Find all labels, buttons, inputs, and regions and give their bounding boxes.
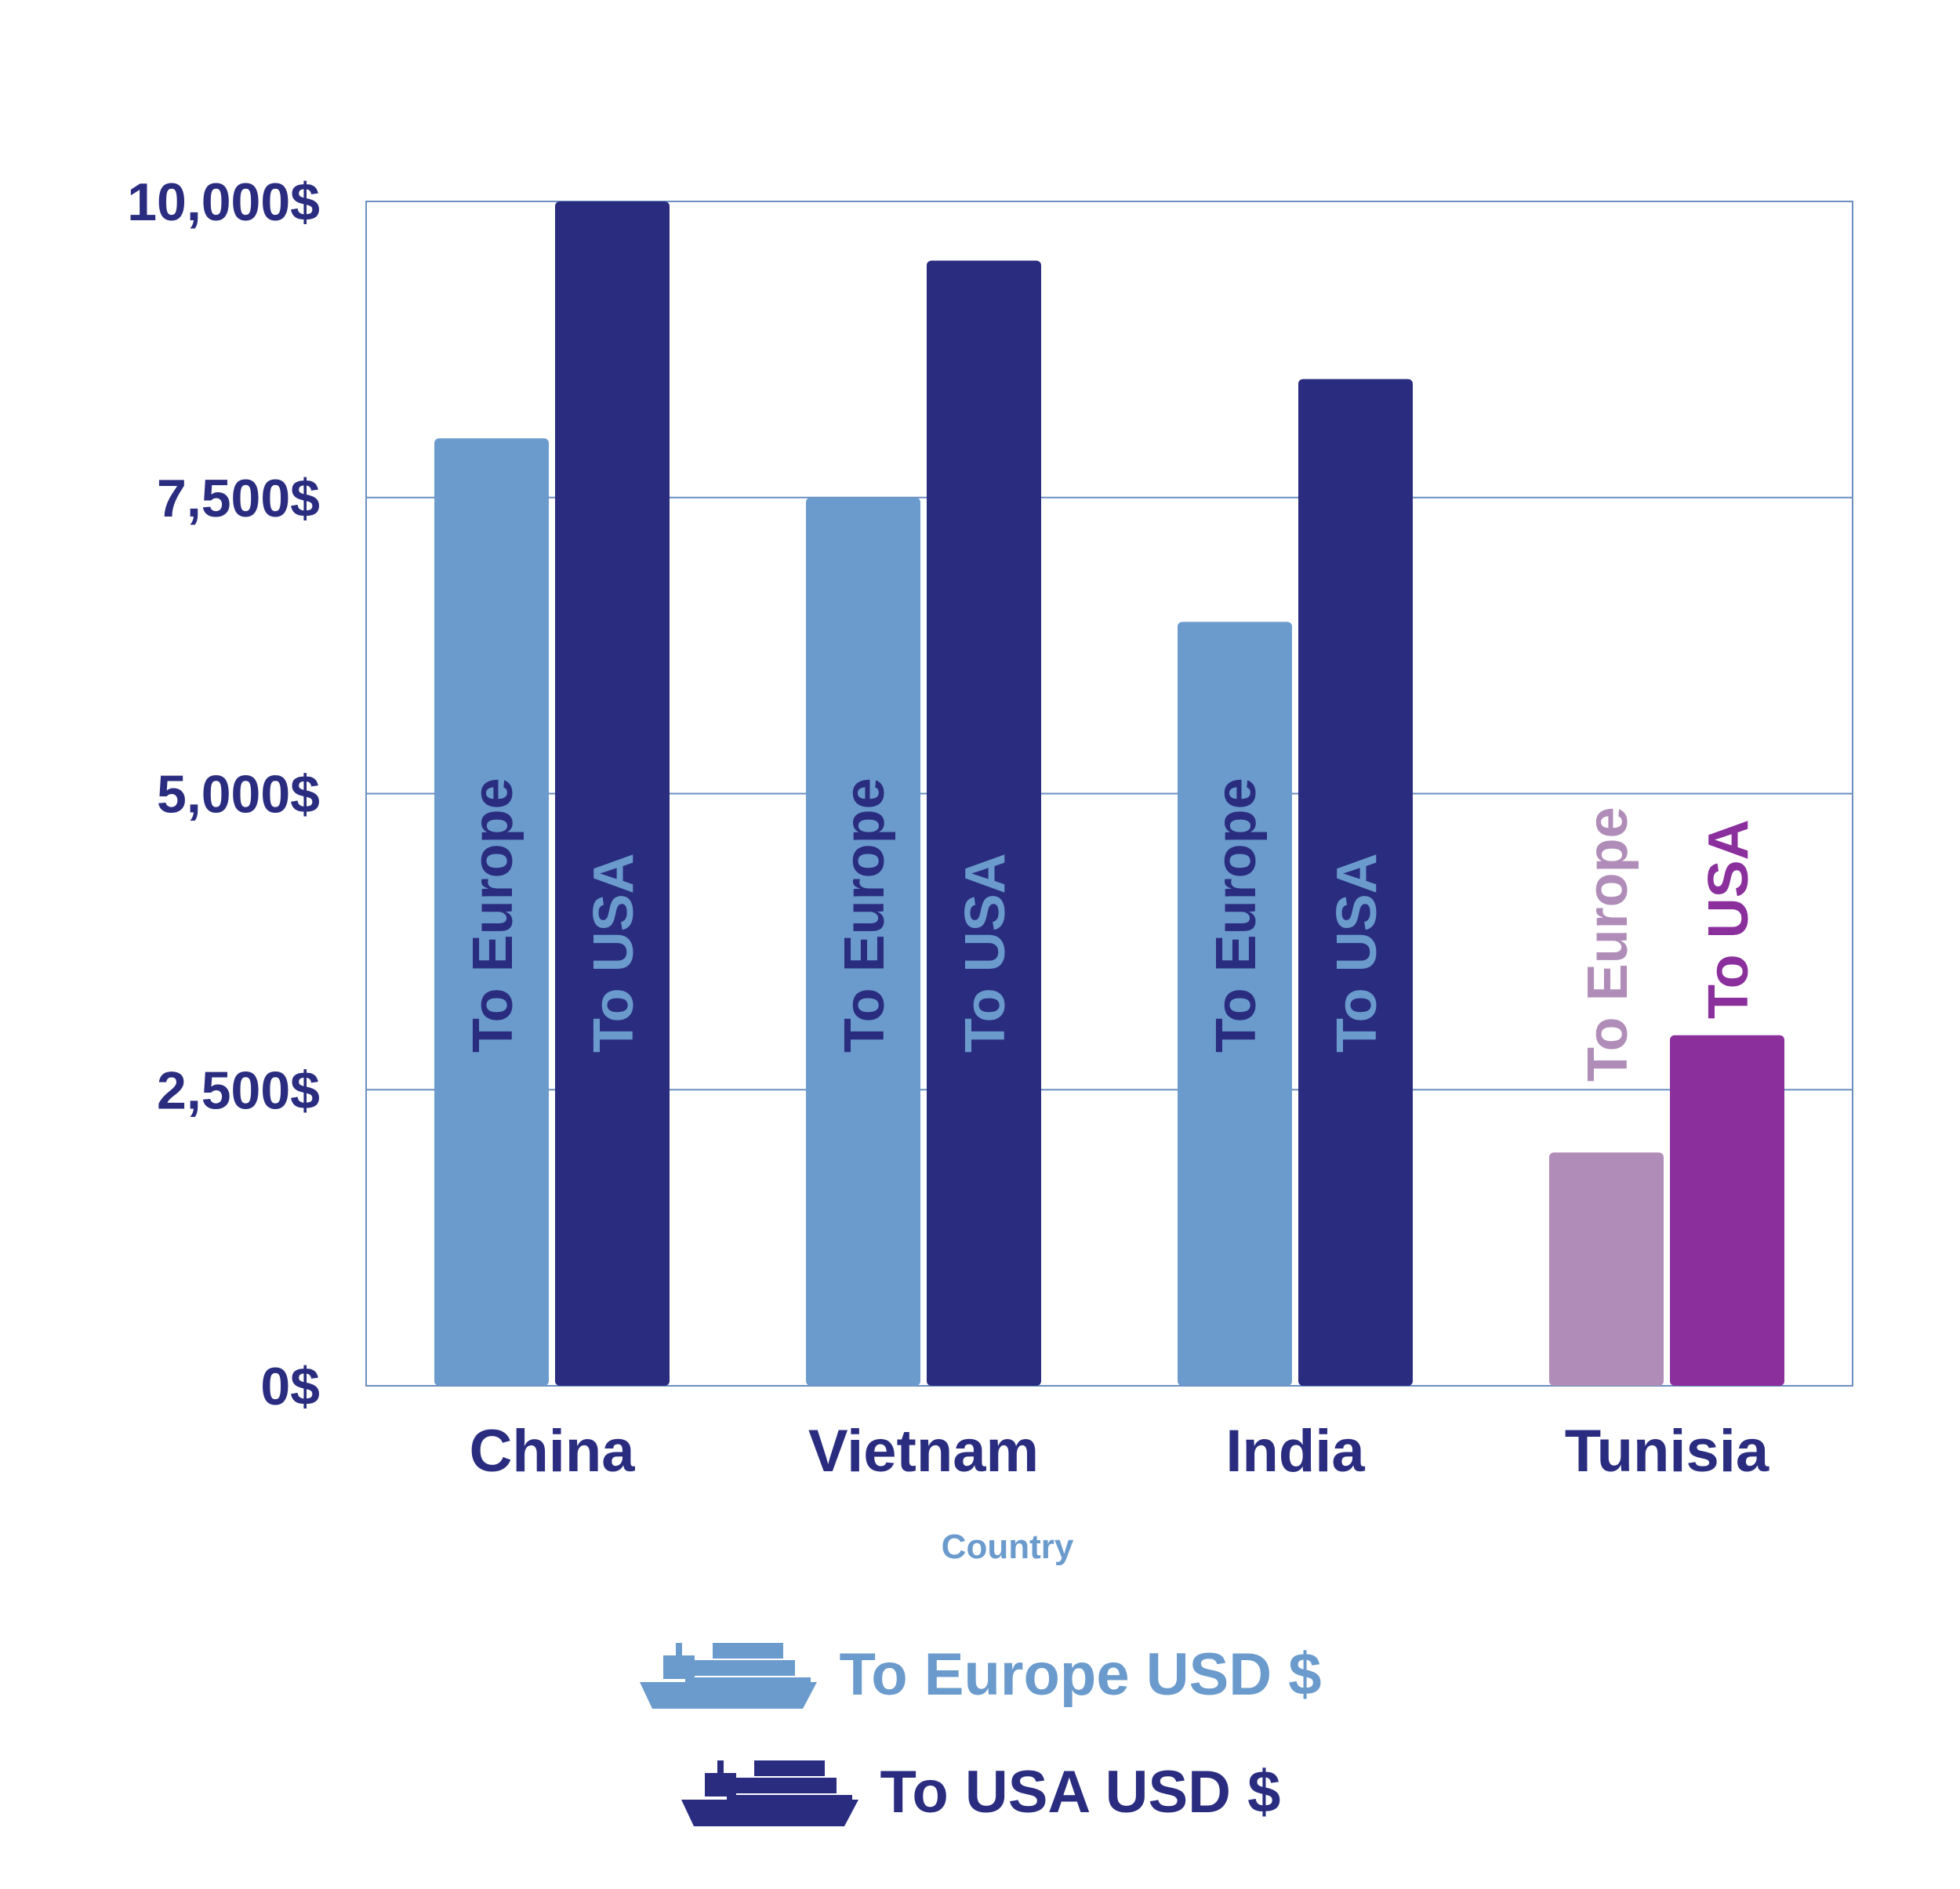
bar-tunisia-usa (1670, 1035, 1784, 1386)
y-axis-ticks: 0$ 2,500$ 5,000$ 7,500$ 10,000$ (127, 172, 320, 1416)
legend-label-usa: To USA USD $ (880, 1758, 1281, 1826)
y-tick-label: 7,500$ (157, 469, 320, 528)
x-tick-label: Vietnam (808, 1418, 1039, 1485)
bar-series-label: To Europe (833, 778, 896, 1053)
bar-series-label: To USA (1326, 853, 1388, 1053)
bar-china-usa (555, 201, 670, 1386)
bar-vietnam-europe (806, 497, 920, 1386)
legend-item-usa: To USA USD $ (0, 1754, 1960, 1829)
bar-labels: To Europe To USA To Europe To USA To Europe T… (462, 778, 1760, 1082)
plot-frame (365, 201, 1853, 1387)
y-tick-label: 2,500$ (157, 1061, 320, 1120)
bar-tunisia-europe (1549, 1152, 1664, 1386)
legend-label-europe: To Europe USD $ (839, 1641, 1322, 1708)
bar-vietnam-usa (927, 260, 1041, 1386)
bar-china-europe (434, 438, 549, 1387)
x-axis-ticks: China Vietnam India Tunisia (469, 1418, 1769, 1485)
legend-item-europe: To Europe USD $ (0, 1637, 1960, 1712)
x-tick-label: China (469, 1418, 635, 1485)
y-tick-label: 10,000$ (127, 172, 320, 232)
bar-series-label: To USA (1697, 819, 1760, 1019)
bar-india-usa (1298, 379, 1413, 1386)
x-tick-label: India (1225, 1418, 1365, 1485)
bar-india-europe (1178, 622, 1292, 1386)
bars (434, 201, 1784, 1387)
x-axis-label: Country (942, 1528, 1074, 1566)
bar-chart: To Europe To USA To Europe To USA To Europe T… (127, 172, 1853, 1566)
bar-series-label: To Europe (1205, 778, 1268, 1053)
y-tick-label: 0$ (260, 1357, 320, 1416)
y-tick-label: 5,000$ (157, 765, 320, 825)
bar-series-label: To USA (583, 853, 645, 1053)
bar-series-label: To USA (954, 853, 1017, 1053)
x-tick-label: Tunisia (1565, 1418, 1769, 1485)
bar-series-label: To Europe (462, 778, 524, 1053)
cargo-ship-icon (640, 1643, 818, 1709)
cargo-ship-icon (681, 1760, 858, 1826)
bar-series-label: To Europe (1577, 807, 1639, 1082)
